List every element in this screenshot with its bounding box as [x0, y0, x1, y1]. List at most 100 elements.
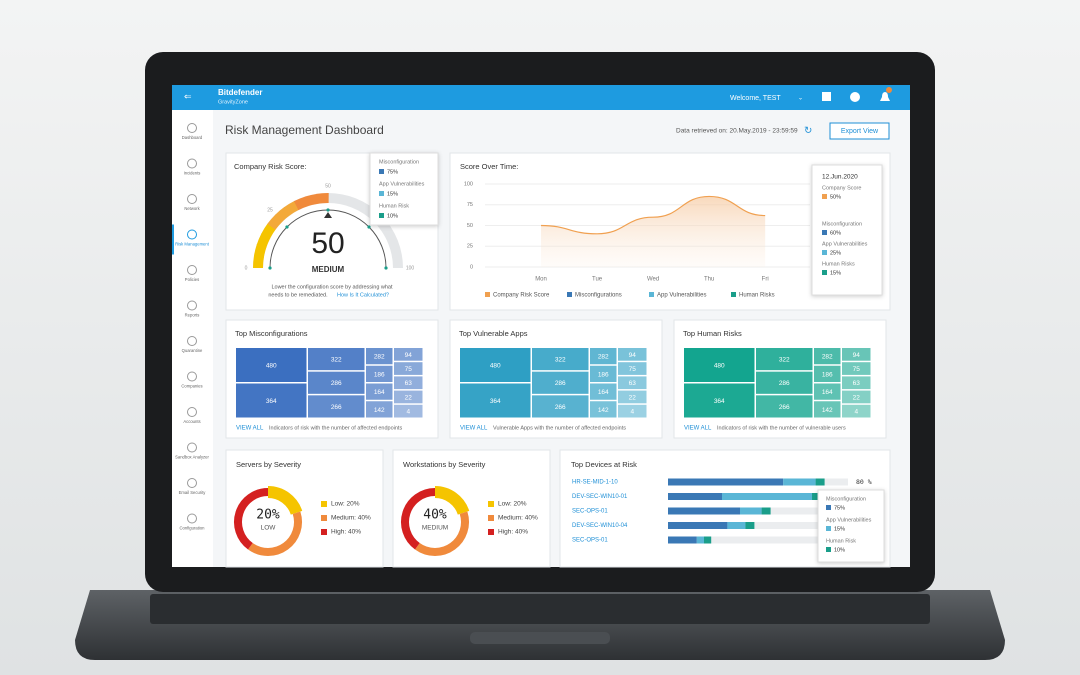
nav-icon[interactable]	[187, 158, 197, 169]
note: needs to be remediated.	[268, 292, 328, 298]
gauge-value: 50	[311, 227, 344, 260]
gauge-pointer	[324, 212, 332, 218]
tooltip-value: 15%	[834, 526, 845, 532]
treemap-cell-label: 364	[266, 398, 277, 405]
bar-segment	[740, 507, 762, 515]
nav-icon[interactable]	[187, 513, 197, 524]
legend-label: Human Risks	[739, 293, 775, 299]
tooltip-value: 10%	[387, 213, 398, 219]
treemap-cell-label: 75	[629, 366, 637, 373]
nav-label[interactable]: Companies	[181, 384, 202, 389]
treemap-cell-label: 94	[853, 352, 861, 359]
legend-swatch	[485, 292, 490, 297]
donut-segment	[401, 488, 436, 550]
treemap-cell	[618, 348, 647, 361]
view-all-link[interactable]: VIEW ALL	[460, 426, 488, 432]
treemap-cell-label: 480	[490, 362, 501, 369]
tooltip-swatch	[822, 230, 827, 235]
panel-title: Servers by Severity	[236, 460, 301, 469]
export-button[interactable]	[829, 122, 890, 140]
treemap-cell	[366, 365, 393, 382]
bar-segment	[668, 493, 722, 500]
panel-title: Top Vulnerable Apps	[459, 329, 528, 338]
nav-label[interactable]: Dashboard	[182, 135, 203, 140]
treemap-cell	[618, 362, 647, 375]
x-tick-label: Thu	[704, 277, 714, 283]
nav-icon[interactable]	[187, 123, 197, 133]
tooltip-value: 15%	[830, 270, 841, 276]
nav-label[interactable]: Accounts	[183, 419, 200, 424]
nav-icon[interactable]	[187, 265, 197, 275]
gauge-fill	[283, 200, 300, 216]
nav-icon[interactable]	[187, 442, 197, 453]
nav-icon[interactable]	[187, 478, 197, 488]
menu-icon[interactable]: ⇐	[184, 91, 192, 101]
treemap-caption: Indicators of risk with the number of af…	[269, 425, 402, 431]
nav-label[interactable]: Sandbox Analyzer	[175, 455, 209, 460]
gauge-tick-label: 100	[406, 265, 415, 271]
donut-segment	[434, 486, 470, 515]
gauge-tick	[285, 225, 289, 229]
treemap-cell-label: 164	[822, 389, 833, 396]
treemap-cell	[236, 348, 307, 382]
legend-label: Medium: 40%	[498, 515, 538, 522]
device-name[interactable]: SEC-OPS-01	[572, 538, 608, 544]
donut-value: 20%	[256, 508, 280, 523]
donut-segment	[234, 488, 269, 550]
tooltip-value: 10%	[834, 547, 845, 553]
nav-icon[interactable]	[187, 371, 197, 382]
panel-title: Score Over Time:	[460, 162, 518, 171]
nav-icon[interactable]	[187, 407, 197, 417]
welcome[interactable]: Welcome, TEST	[730, 95, 781, 102]
bar-track	[668, 522, 848, 529]
treemap-cell	[814, 383, 841, 400]
legend-label: Company Risk Score	[493, 293, 550, 299]
treemap-cell	[684, 383, 755, 418]
nav-label[interactable]: Configuration	[180, 526, 206, 531]
nav-icon[interactable]	[187, 336, 197, 346]
gauge-fill	[316, 193, 329, 204]
treemap-cell-label: 364	[490, 398, 501, 405]
nav-icon[interactable]	[187, 229, 197, 240]
view-all-link[interactable]: VIEW ALL	[236, 426, 264, 432]
nav-label[interactable]: Policies	[185, 277, 199, 282]
treemap-cell-label: 22	[853, 394, 861, 401]
treemap-cell	[618, 404, 647, 418]
legend-swatch	[321, 515, 327, 521]
treemap-cell	[532, 348, 589, 371]
nav-label[interactable]: Reports	[185, 313, 200, 318]
device-name[interactable]: DEV-SEC-WIN10-01	[572, 494, 628, 500]
nav-label[interactable]: Email Security	[179, 490, 207, 495]
view-all-link[interactable]: VIEW ALL	[684, 426, 712, 432]
treemap-cell	[842, 404, 871, 418]
notifications-icon[interactable]	[880, 92, 890, 101]
dropdown-icon[interactable]: ⌄	[798, 96, 803, 102]
device-name[interactable]: HR-SE-MID-1-10	[572, 480, 618, 486]
nav-icon[interactable]	[187, 194, 197, 204]
tooltip-swatch	[379, 191, 384, 196]
treemap-cell	[394, 348, 423, 361]
nav-icon[interactable]	[187, 300, 197, 311]
nav-label[interactable]: Network	[184, 206, 200, 211]
bar-segment	[722, 493, 812, 500]
tooltip-label: Human Risk	[826, 538, 856, 544]
export-label[interactable]: Export View	[841, 128, 879, 135]
device-name[interactable]: DEV-SEC-WIN10-04	[572, 523, 628, 529]
nav-label[interactable]: Risk Management	[175, 242, 210, 247]
treemap-cell	[394, 362, 423, 375]
nav-label[interactable]: Quarantine	[182, 348, 203, 353]
treemap-cell	[590, 383, 617, 400]
refresh-icon[interactable]: ↻	[804, 126, 812, 137]
help-link[interactable]: How Is It Calculated?	[337, 292, 389, 298]
treemap-cell	[460, 383, 531, 418]
nav-label[interactable]: Incidents	[184, 171, 201, 176]
gift-icon[interactable]	[822, 92, 831, 101]
device-name[interactable]: SEC-OPS-01	[572, 509, 608, 515]
treemap-cell-label: 94	[405, 352, 413, 359]
treemap-cell	[394, 390, 423, 404]
help-icon[interactable]	[850, 92, 860, 102]
treemap-cell-label: 94	[629, 352, 637, 359]
legend-swatch	[731, 292, 736, 297]
treemap-cell-label: 4	[854, 409, 858, 416]
bar-segment	[761, 507, 771, 515]
